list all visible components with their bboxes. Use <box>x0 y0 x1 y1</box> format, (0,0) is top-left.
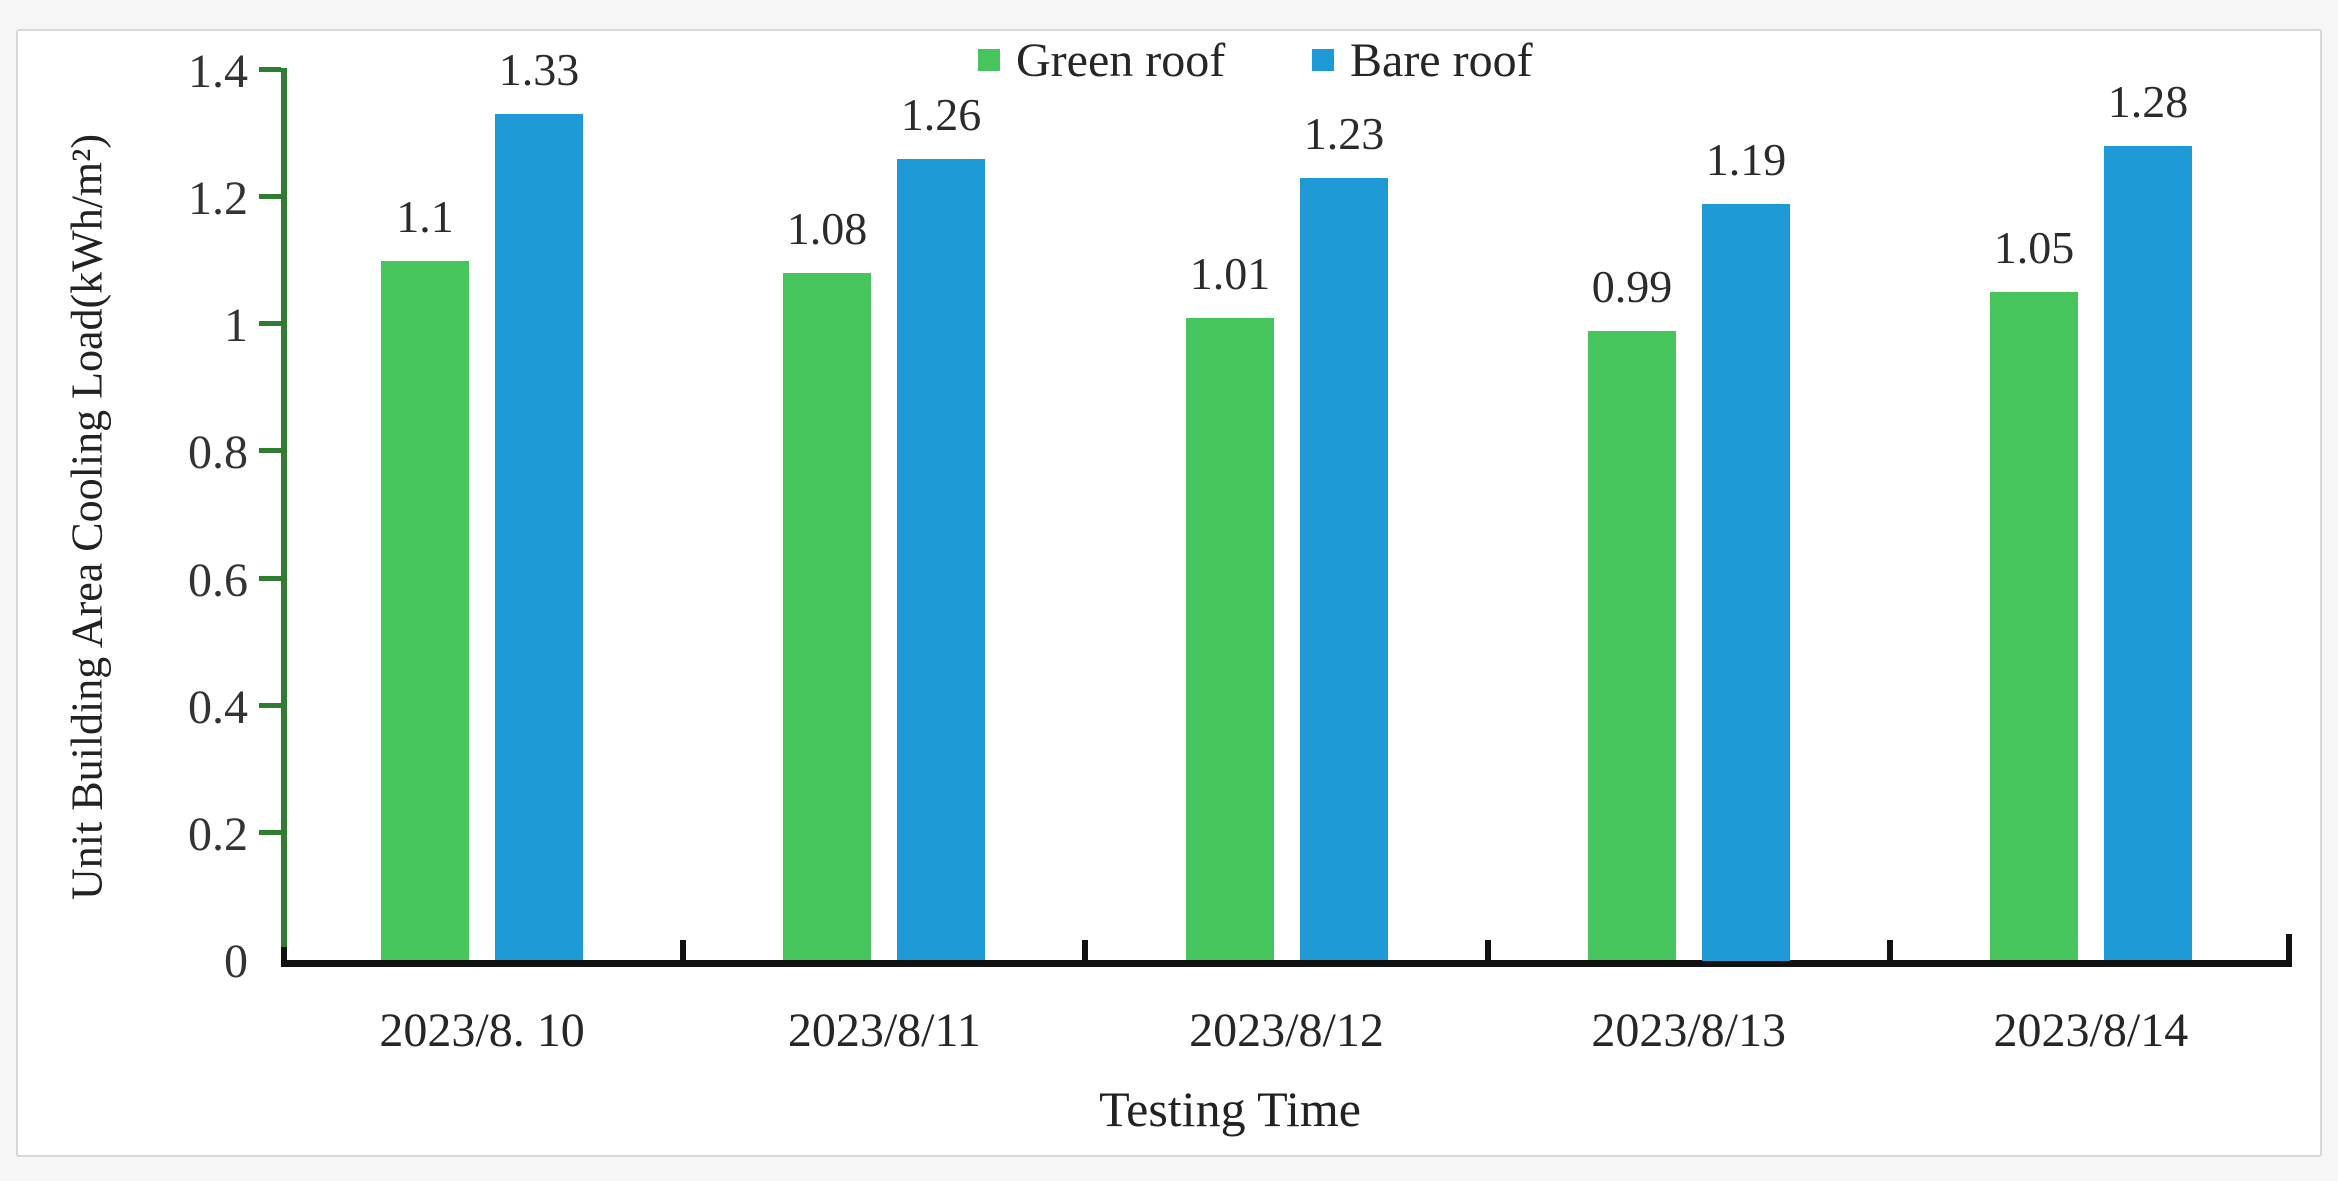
y-axis-tick <box>259 448 281 454</box>
bar-bare-roof <box>495 114 583 960</box>
x-axis-tick <box>1484 940 1491 960</box>
x-tick-label: 2023/8/12 <box>1189 1004 1384 1057</box>
x-axis-line <box>281 960 2292 967</box>
bar-value-label: 1.1 <box>396 191 454 242</box>
x-axis-title: Testing Time <box>1099 1081 1361 1137</box>
legend-item-bare-roof: Bare roof <box>1312 34 1533 87</box>
bar-value-label: 1.23 <box>1303 108 1385 159</box>
y-axis-line <box>281 68 287 960</box>
y-axis-tick <box>259 321 281 327</box>
bar-value-label: 1.01 <box>1189 248 1271 299</box>
x-axis-tick <box>281 947 287 960</box>
bar-bare-roof <box>2104 146 2192 960</box>
legend-label: Green roof <box>1016 33 1226 87</box>
bar-bare-roof <box>1300 178 1388 960</box>
bar-bare-roof <box>1702 204 1790 961</box>
bar-green-roof <box>1588 331 1676 960</box>
legend-swatch-green-roof <box>978 49 1000 71</box>
bar-green-roof <box>381 261 469 960</box>
bar-value-label: 1.19 <box>1705 134 1787 185</box>
bar-value-label: 0.99 <box>1591 261 1673 312</box>
bar-value-label: 1.08 <box>786 203 868 254</box>
bar-value-label: 1.28 <box>2107 76 2189 127</box>
bar-bare-roof <box>897 159 985 960</box>
y-axis-tick <box>259 194 281 200</box>
y-tick-label: 0.8 <box>188 426 248 480</box>
legend-item-green-roof: Green roof <box>978 34 1225 87</box>
y-axis-tick <box>259 702 281 708</box>
y-axis-tick <box>259 67 281 72</box>
x-axis-tick <box>680 940 687 960</box>
y-tick-label: 1 <box>224 299 248 353</box>
bar-value-label: 1.26 <box>900 89 982 140</box>
legend-label: Bare roof <box>1350 33 1533 87</box>
y-tick-label: 0 <box>224 935 248 988</box>
x-tick-label: 2023/8/13 <box>1591 1004 1787 1057</box>
y-tick-label: 0.4 <box>188 680 248 734</box>
y-tick-label: 0.2 <box>188 807 248 861</box>
y-tick-label: 1.4 <box>188 45 248 98</box>
x-tick-label: 2023/8/11 <box>787 1004 981 1057</box>
legend-swatch-bare-roof <box>1312 49 1334 71</box>
y-axis-tick <box>259 575 281 581</box>
y-axis-tick <box>259 829 281 835</box>
x-tick-label: 2023/8. 10 <box>379 1004 585 1057</box>
bar-green-roof <box>783 273 871 960</box>
x-tick-label: 2023/8/14 <box>1993 1004 2189 1057</box>
bar-green-roof <box>1186 318 1274 960</box>
bar-value-label: 1.33 <box>498 44 580 95</box>
y-tick-label: 0.6 <box>188 553 248 607</box>
x-axis-tick <box>1886 940 1893 960</box>
bar-green-roof <box>1990 292 2078 960</box>
bar-value-label: 1.05 <box>1993 222 2075 273</box>
x-axis-tick <box>2286 934 2292 960</box>
y-tick-label: 1.2 <box>188 172 248 226</box>
x-axis-tick <box>1082 940 1089 960</box>
